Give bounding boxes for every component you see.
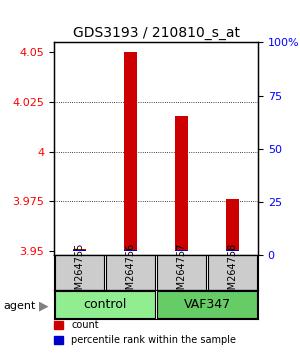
Text: GSM264757: GSM264757	[176, 243, 187, 302]
Text: GSM264758: GSM264758	[227, 243, 238, 302]
FancyBboxPatch shape	[157, 255, 206, 290]
FancyBboxPatch shape	[157, 291, 257, 318]
Text: GSM264755: GSM264755	[74, 243, 85, 302]
Text: GSM264756: GSM264756	[125, 243, 136, 302]
Text: ▶: ▶	[39, 300, 49, 313]
Bar	[124, 52, 137, 251]
Bar	[175, 116, 188, 251]
FancyBboxPatch shape	[208, 255, 257, 290]
FancyBboxPatch shape	[55, 255, 104, 290]
Title: GDS3193 / 210810_s_at: GDS3193 / 210810_s_at	[73, 26, 239, 40]
Bar	[175, 250, 188, 251]
Bar	[73, 250, 86, 251]
FancyBboxPatch shape	[55, 291, 155, 318]
FancyBboxPatch shape	[106, 255, 155, 290]
Bar	[124, 250, 137, 251]
Text: VAF347: VAF347	[183, 298, 231, 311]
Text: agent: agent	[3, 301, 35, 311]
Text: control: control	[83, 298, 127, 311]
Bar	[226, 199, 239, 251]
Bar	[73, 249, 86, 251]
Legend: count, percentile rank within the sample: count, percentile rank within the sample	[50, 316, 240, 349]
Bar	[226, 250, 239, 251]
